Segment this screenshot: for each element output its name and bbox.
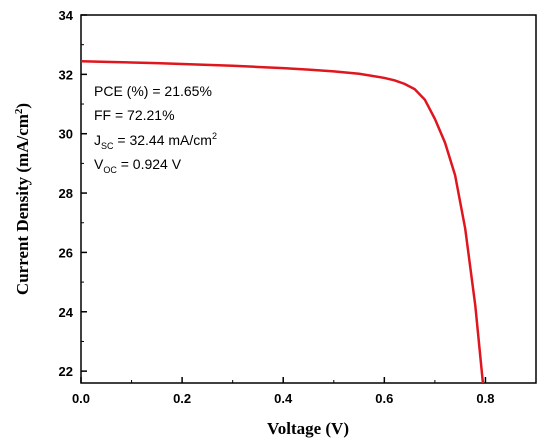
x-tick-label: 0.8 <box>476 391 494 406</box>
annotation-voc-sub: OC <box>103 165 117 175</box>
y-tick-label: 32 <box>59 67 73 82</box>
y-axis-title-sup: 2 <box>13 108 25 114</box>
y-axis-title-main: Current Density (mA/cm <box>13 114 32 295</box>
y-axis-ticks <box>81 14 87 372</box>
y-tick-label: 34 <box>59 8 74 23</box>
annotation-voc: VOC = 0.924 V <box>94 156 182 175</box>
y-tick-label: 26 <box>59 245 73 260</box>
plot-area-frame <box>80 14 537 384</box>
annotation-jsc: JSC = 32.44 mA/cm2 <box>94 131 217 151</box>
y-axis-title-tail: ) <box>13 103 32 109</box>
y-tick-label: 28 <box>59 186 73 201</box>
annotation-jsc-main: J <box>94 132 101 148</box>
x-axis-title: Voltage (V) <box>267 419 349 438</box>
y-axis-tick-labels: 22 24 26 28 30 32 34 <box>59 8 74 379</box>
x-tick-label: 0.6 <box>375 391 393 406</box>
x-tick-label: 0.4 <box>274 391 293 406</box>
y-tick-label: 24 <box>59 305 74 320</box>
x-tick-label: 0.0 <box>72 391 90 406</box>
annotation-ff: FF = 72.21% <box>94 107 175 123</box>
x-tick-label: 0.2 <box>173 391 191 406</box>
y-axis-title: Current Density (mA/cm2) <box>13 103 32 295</box>
annotation-jsc-sup: 2 <box>212 131 217 141</box>
annotation-jsc-value: = 32.44 mA/cm <box>114 132 212 148</box>
annotation-pce: PCE (%) = 21.65% <box>94 83 212 99</box>
annotation-jsc-sub: SC <box>101 141 114 151</box>
annotation-voc-value: = 0.924 V <box>117 156 182 172</box>
annotation-block: PCE (%) = 21.65% FF = 72.21% JSC = 32.44… <box>94 83 217 175</box>
x-axis-ticks <box>80 377 487 383</box>
annotation-voc-main: V <box>94 156 104 172</box>
y-tick-label: 22 <box>59 364 73 379</box>
jv-curve-line <box>80 60 485 384</box>
x-axis-tick-labels: 0.0 0.2 0.4 0.6 0.8 <box>72 391 495 406</box>
y-tick-label: 30 <box>59 127 73 142</box>
